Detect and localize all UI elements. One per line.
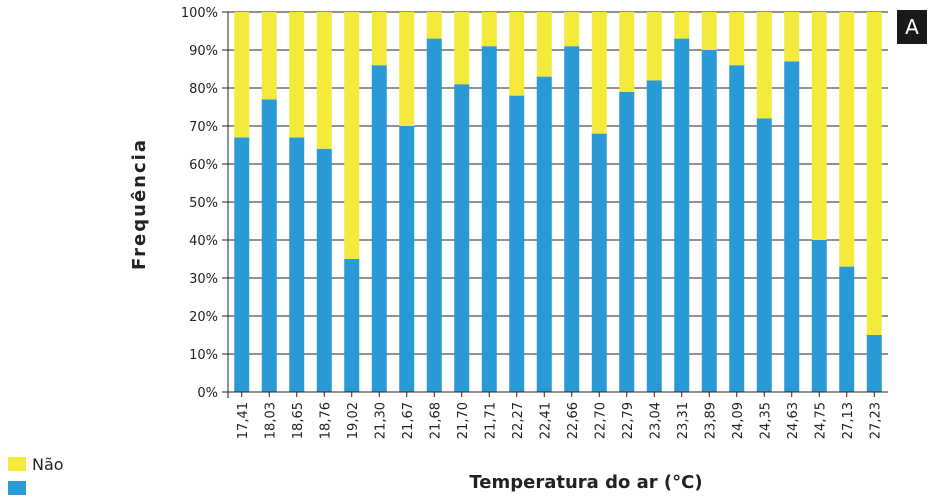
x-tick-label: 22,66 [566,402,581,439]
bar-segment-nao [536,12,552,77]
x-tick-label: 21,70 [456,402,471,439]
bar-segment-nao [261,12,277,100]
y-tick-label: 80% [189,82,218,97]
bar-segment-nao [784,12,800,62]
x-tick-label: 18,76 [318,402,333,439]
x-tick-labels: 17,41 18,03 18,65 18,76 19,02 21,30 21,67 21,68… [236,402,884,439]
bar-segment-nao [564,12,580,47]
x-tick-label: 18,03 [263,402,278,439]
x-tick-label: 24,75 [813,402,828,439]
bar-segment-blue [839,266,855,392]
bar-segment-nao [701,12,717,50]
bar-segment-nao [344,12,360,259]
bar-segment-nao [811,12,827,240]
legend-swatch-blue [8,481,26,495]
bar-segment-blue [646,80,662,393]
bar-segment-blue [481,46,497,392]
bar-segment-nao [646,12,662,81]
bar-segment-nao [481,12,497,47]
y-tick-label: 50% [189,196,218,211]
x-tick-label: 22,70 [593,402,608,439]
bar-segment-nao [756,12,772,119]
bar-segment-nao [509,12,525,96]
y-tick-label: 30% [189,272,218,287]
bar-segment-blue [536,76,552,392]
bar-segment-blue [674,38,690,392]
bar-segment-nao [289,12,305,138]
x-tick-label: 24,63 [786,402,801,439]
x-tick-label: 19,02 [346,402,361,439]
grid-lines [228,11,888,393]
y-tick-label: 70% [189,120,218,135]
y-tick-label: 90% [189,44,218,59]
legend-label-nao: Não [32,454,64,474]
bar-segment-blue [426,38,442,392]
x-tick-label: 24,35 [758,402,773,439]
bar-segment-blue [701,50,717,392]
bar-segment-blue [564,46,580,392]
bar-segment-blue [289,137,305,392]
x-tick-label: 21,67 [401,402,416,439]
x-tick-label: 21,30 [373,402,388,439]
bar-segment-nao [591,12,607,134]
bar-segment-blue [729,65,745,392]
bar-segment-nao [619,12,635,92]
x-tick-label: 22,79 [621,402,636,439]
y-axis-title: Frequência [129,138,150,270]
y-tick-label: 0% [197,386,218,401]
x-tick-label: 22,27 [511,402,526,439]
bar-segment-blue [399,126,415,392]
axes [222,11,888,398]
y-tick-label: 20% [189,310,218,325]
bar-segment-nao [839,12,855,267]
y-tick-label: 40% [189,234,218,249]
bar-segment-nao [316,12,332,149]
x-tick-label: 24,09 [731,402,746,439]
bar-segment-blue [344,259,360,392]
bar-segment-nao [454,12,470,85]
bar-segment-blue [784,61,800,393]
bar-segment-blue [591,133,607,392]
bar-segment-nao [371,12,387,66]
bar-segment-blue [866,335,882,392]
bar-segment-blue [234,137,250,392]
bar-segment-nao [399,12,415,126]
bar-segment-blue [454,84,470,392]
x-tick-label: 21,68 [428,402,443,439]
bar-segment-nao [674,12,690,39]
bar-segment-blue [371,65,387,392]
x-tick-label: 23,89 [703,402,718,439]
y-tick-label: 100% [181,6,218,21]
bar-segment-blue [261,99,277,393]
bar-segment-nao [729,12,745,66]
legend-item-nao: Não [8,452,64,476]
x-tick-label: 23,31 [676,402,691,439]
bar-segment-blue [756,118,772,393]
x-axis-title: Temperatura do ar (°C) [469,472,702,493]
y-tick-label: 60% [189,158,218,173]
y-tick-labels: 0% 10% 20% 30% 40% 50% 60% 70% 80% 90% 100% [181,6,218,401]
y-tick-label: 10% [189,348,218,363]
x-tick-label: 18,65 [291,402,306,439]
x-tick-label: 27,13 [841,402,856,439]
bar-segment-blue [509,95,525,392]
x-tick-label: 22,41 [538,402,553,439]
legend-item-blue [8,476,64,500]
bar-segment-blue [619,91,635,393]
bars [234,12,882,393]
x-tick-label: 27,23 [868,402,883,439]
x-tick-label: 23,04 [648,402,663,439]
bar-segment-blue [316,148,332,392]
bar-segment-blue [811,240,827,392]
panel-label: A [897,10,927,44]
bar-segment-nao [866,12,882,335]
legend: Não [8,452,64,500]
bar-segment-nao [426,12,442,39]
x-tick-label: 17,41 [236,402,251,439]
x-tick-label: 21,71 [483,402,498,439]
bar-segment-nao [234,12,250,138]
legend-swatch-nao [8,457,26,471]
